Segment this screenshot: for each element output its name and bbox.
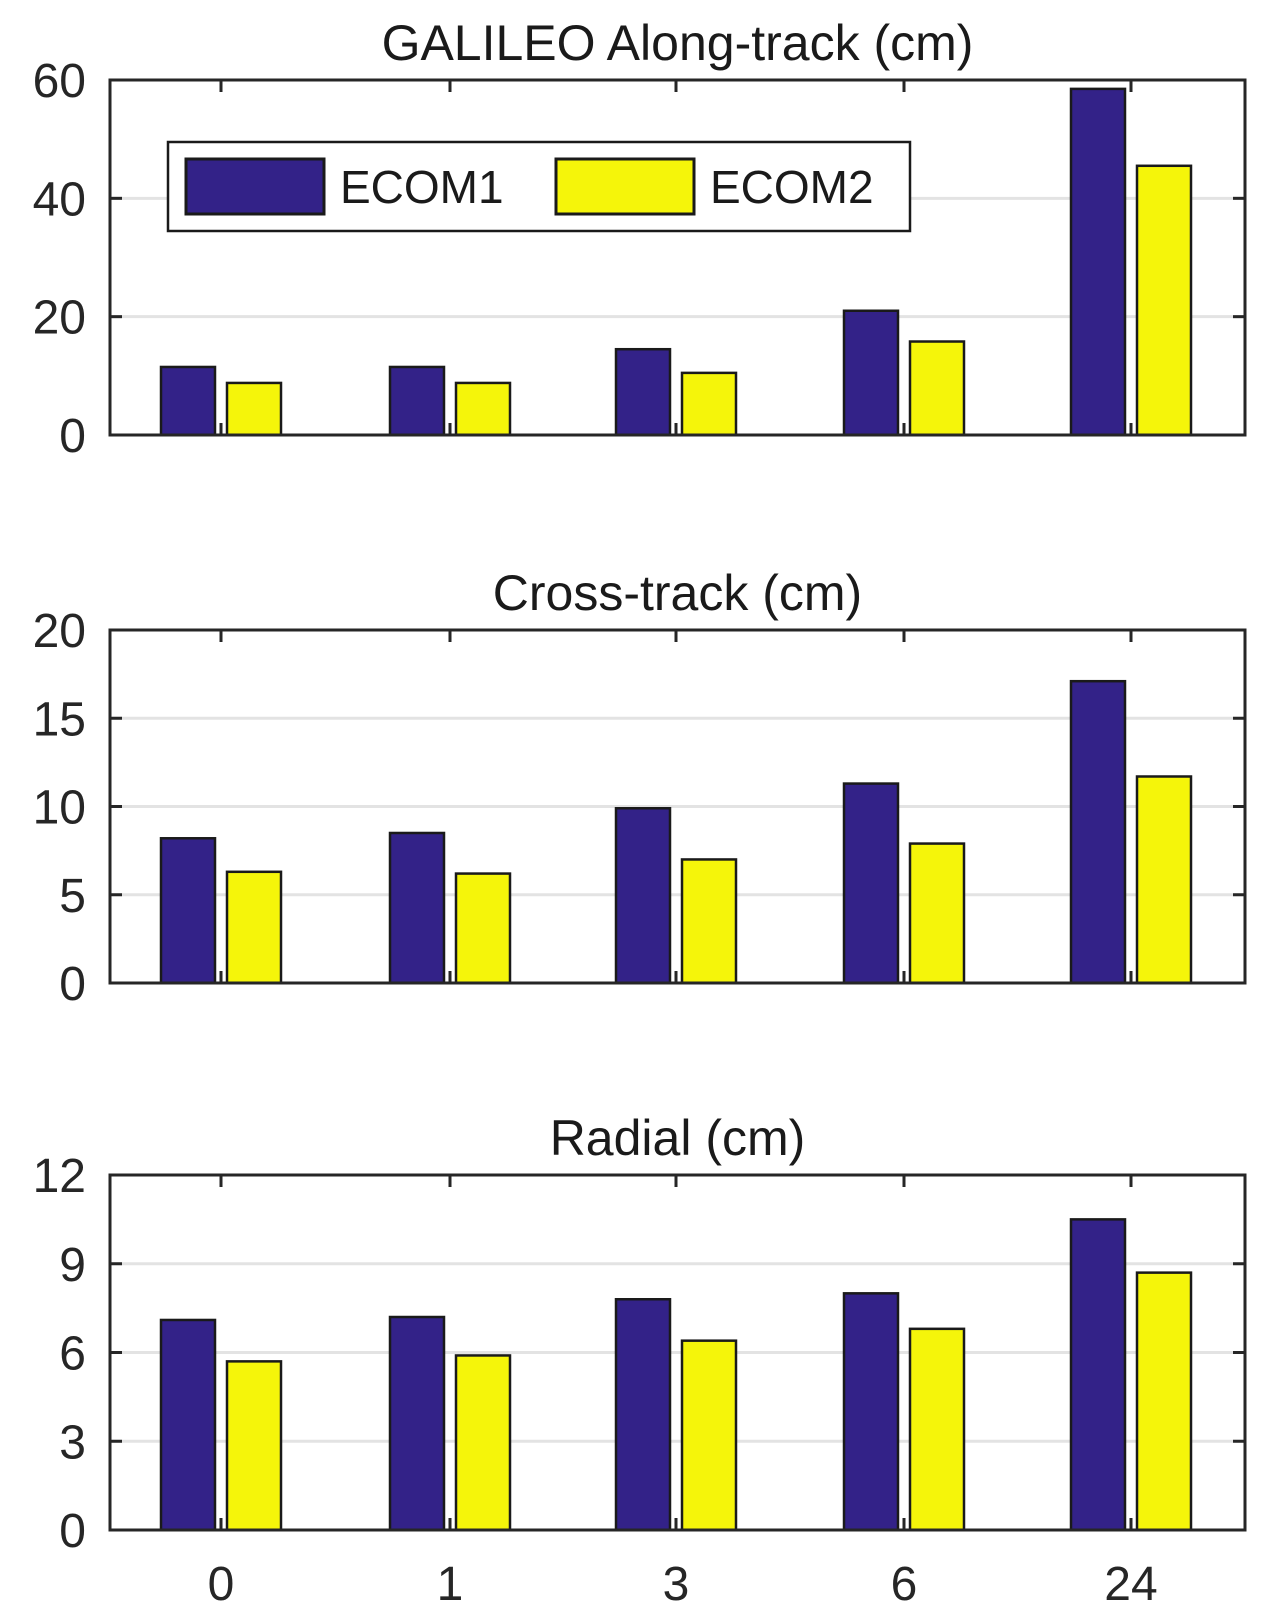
bar-ecom1-24 <box>1069 87 1127 437</box>
y-tick-label: 9 <box>59 1239 86 1292</box>
bar-ecom2-24 <box>1135 1271 1193 1532</box>
bar-ecom2-3 <box>680 858 738 985</box>
bar-ecom1-6 <box>842 782 900 985</box>
bar-ecom1-0 <box>159 1318 217 1532</box>
bar-ecom1-0 <box>159 837 217 985</box>
bar-ecom1-1 <box>388 831 446 985</box>
bar-ecom2-3 <box>680 371 738 437</box>
chart-title: GALILEO Along-track (cm) <box>382 15 974 71</box>
bar-ecom2-0 <box>225 870 283 985</box>
legend-label-ecom1: ECOM1 <box>340 161 504 213</box>
bar-ecom2-6 <box>908 842 966 985</box>
y-tick-label: 40 <box>33 173 86 226</box>
bar-ecom2-0 <box>225 1360 283 1532</box>
bar-ecom1-6 <box>842 309 900 437</box>
y-tick-label: 15 <box>33 693 86 746</box>
bar-ecom1-3 <box>614 347 672 437</box>
chart-title: Radial (cm) <box>550 1110 806 1166</box>
bar-ecom1-1 <box>388 365 446 437</box>
legend: ECOM1 ECOM2 <box>166 140 912 233</box>
bar-ecom2-1 <box>454 1354 512 1532</box>
y-tick-label: 3 <box>59 1416 86 1469</box>
bar-ecom2-24 <box>1135 775 1193 985</box>
bar-ecom2-3 <box>680 1339 738 1532</box>
y-tick-label: 20 <box>33 605 86 658</box>
y-tick-label: 6 <box>59 1328 86 1381</box>
bar-ecom2-6 <box>908 340 966 437</box>
legend-swatch-ecom1 <box>184 157 326 216</box>
y-tick-label: 12 <box>33 1150 86 1203</box>
bar-ecom1-0 <box>159 365 217 437</box>
bar-ecom1-1 <box>388 1315 446 1532</box>
y-tick-label: 60 <box>33 55 86 108</box>
bar-ecom1-6 <box>842 1292 900 1532</box>
x-tick-label: 6 <box>891 1558 918 1611</box>
y-tick-label: 10 <box>33 782 86 835</box>
y-tick-label: 20 <box>33 292 86 345</box>
y-tick-label: 0 <box>59 1505 86 1558</box>
x-tick-label: 3 <box>663 1558 690 1611</box>
bar-ecom1-24 <box>1069 1218 1127 1532</box>
bar-ecom1-3 <box>614 807 672 985</box>
y-tick-label: 0 <box>59 410 86 463</box>
x-tick-label: 24 <box>1104 1558 1157 1611</box>
bar-ecom1-3 <box>614 1298 672 1532</box>
chart-panel-3: 0 3 6 9 12 0 1 3 6 24 Radial (cm) <box>33 1110 1247 1611</box>
x-tick-label: 0 <box>208 1558 235 1611</box>
bar-ecom2-1 <box>454 381 512 437</box>
legend-swatch-ecom2 <box>554 157 696 216</box>
chart-title: Cross-track (cm) <box>493 565 862 621</box>
bar-ecom2-0 <box>225 381 283 437</box>
y-tick-label: 5 <box>59 870 86 923</box>
bar-ecom1-24 <box>1069 679 1127 985</box>
chart-panel-2: 0 5 10 15 20 Cross-track (cm) <box>33 565 1247 1011</box>
plot-area <box>110 80 1245 435</box>
x-tick-label: 1 <box>437 1558 464 1611</box>
bar-ecom2-24 <box>1135 164 1193 437</box>
y-tick-label: 0 <box>59 958 86 1011</box>
bar-ecom2-1 <box>454 872 512 985</box>
bar-ecom2-6 <box>908 1327 966 1532</box>
legend-label-ecom2: ECOM2 <box>710 161 874 213</box>
